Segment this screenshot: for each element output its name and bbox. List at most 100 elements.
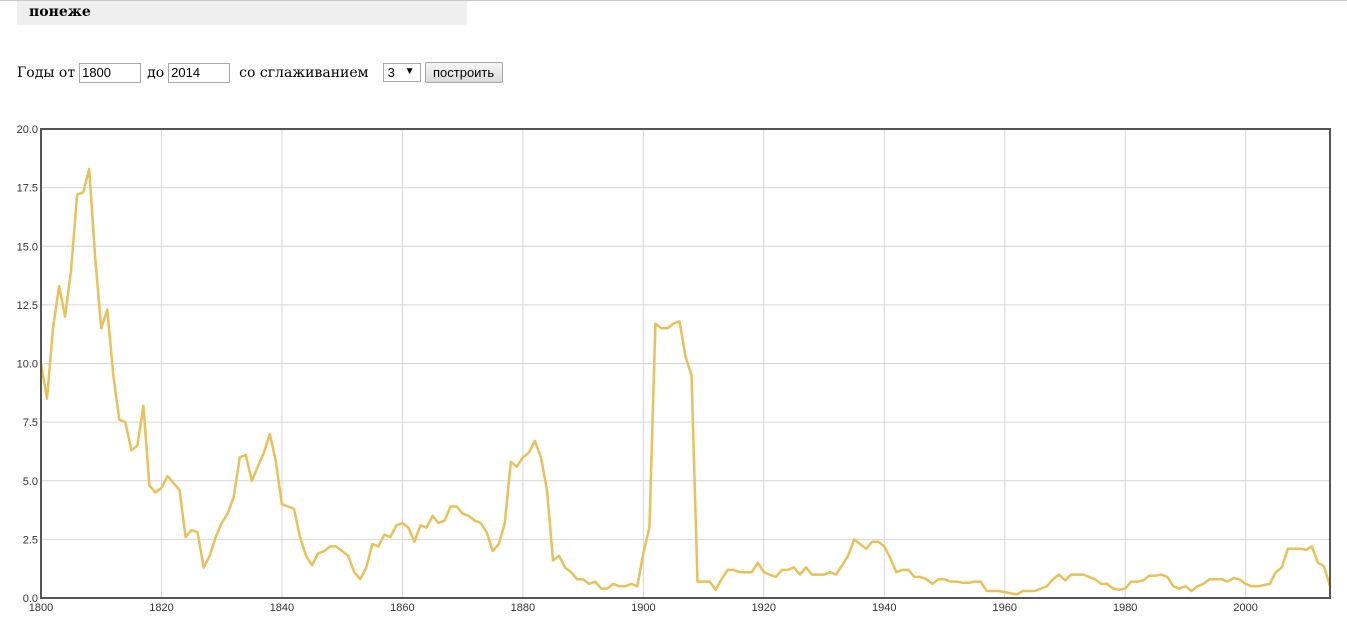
- data-point: [1136, 580, 1138, 582]
- data-point: [901, 569, 903, 571]
- data-point: [1305, 549, 1307, 551]
- data-point: [461, 512, 463, 514]
- data-point: [781, 569, 783, 571]
- data-point: [449, 505, 451, 507]
- y-tick-label: 10.0: [17, 359, 38, 371]
- data-point: [757, 562, 759, 564]
- data-point: [1166, 576, 1168, 578]
- smoothing-select[interactable]: 3 ▼: [382, 63, 421, 82]
- data-point: [889, 557, 891, 559]
- data-point: [275, 461, 277, 463]
- data-point: [720, 578, 722, 580]
- data-point: [305, 555, 307, 557]
- data-point: [1172, 585, 1174, 587]
- word-header: понеже: [17, 1, 467, 25]
- data-point: [1287, 548, 1289, 550]
- data-point: [787, 569, 789, 571]
- data-point: [630, 583, 632, 585]
- data-point: [799, 573, 801, 575]
- data-point: [1190, 590, 1192, 592]
- smoothing-value: 3: [387, 65, 395, 80]
- build-button[interactable]: построить: [424, 62, 503, 83]
- data-point: [546, 489, 548, 491]
- data-point: [829, 571, 831, 573]
- data-point: [407, 526, 409, 528]
- data-point: [690, 374, 692, 376]
- data-point: [1263, 584, 1265, 586]
- data-point: [1088, 576, 1090, 578]
- data-point: [672, 322, 674, 324]
- y-tick-label: 5.0: [23, 476, 38, 488]
- chart-series: [39, 167, 1332, 596]
- data-point: [1311, 545, 1313, 547]
- data-point: [1214, 578, 1216, 580]
- data-point: [751, 571, 753, 573]
- data-point: [431, 515, 433, 517]
- data-point: [835, 573, 837, 575]
- data-point: [696, 580, 698, 582]
- data-point: [1070, 573, 1072, 575]
- data-point: [281, 503, 283, 505]
- data-point: [684, 355, 686, 357]
- data-point: [46, 398, 48, 400]
- data-point: [468, 515, 470, 517]
- data-point: [847, 555, 849, 557]
- data-point: [166, 475, 168, 477]
- data-point: [949, 580, 951, 582]
- year-from-input[interactable]: [79, 62, 142, 83]
- data-point: [492, 550, 494, 552]
- frequency-chart: 1800 1820 1840 1860 1880 1900 1920 1940 1960 1980…: [17, 124, 1332, 614]
- data-point: [708, 580, 710, 582]
- y-tick-label: 0.0: [23, 593, 38, 605]
- data-point: [612, 583, 614, 585]
- data-point: [1100, 583, 1102, 585]
- data-point: [600, 587, 602, 589]
- x-tick-label: 2000: [1233, 602, 1257, 614]
- x-tick-label: 1960: [992, 602, 1016, 614]
- y-tick-label: 17.5: [17, 183, 38, 195]
- data-point: [94, 257, 96, 259]
- data-point: [678, 320, 680, 322]
- data-point: [365, 566, 367, 568]
- data-point: [1046, 585, 1048, 587]
- data-point: [558, 555, 560, 557]
- data-point: [341, 550, 343, 552]
- data-point: [1058, 573, 1060, 575]
- data-point: [1040, 587, 1042, 589]
- data-point: [1220, 578, 1222, 580]
- data-point: [805, 566, 807, 568]
- data-point: [215, 536, 217, 538]
- data-point: [1130, 580, 1132, 582]
- x-tick-label: 1840: [270, 602, 294, 614]
- data-point: [371, 543, 373, 545]
- data-point: [528, 451, 530, 453]
- data-point: [1160, 573, 1162, 575]
- data-point: [160, 487, 162, 489]
- data-point: [606, 587, 608, 589]
- data-point: [233, 496, 235, 498]
- data-point: [1184, 585, 1186, 587]
- data-point: [1076, 573, 1078, 575]
- data-point: [335, 545, 337, 547]
- data-point: [269, 433, 271, 435]
- year-to-input[interactable]: [168, 62, 231, 83]
- data-point: [576, 578, 578, 580]
- data-point: [648, 526, 650, 528]
- data-point: [841, 564, 843, 566]
- data-point: [263, 451, 265, 453]
- data-point: [329, 545, 331, 547]
- data-point: [702, 580, 704, 582]
- data-point: [823, 573, 825, 575]
- data-point: [564, 566, 566, 568]
- data-point: [817, 573, 819, 575]
- x-tick-label: 1920: [752, 602, 776, 614]
- chart-axes: 1800 1820 1840 1860 1880 1900 1920 1940 1960 1980…: [17, 124, 1258, 614]
- data-point: [1022, 590, 1024, 592]
- data-point: [58, 285, 60, 287]
- data-point: [1028, 590, 1030, 592]
- data-point: [1238, 578, 1240, 580]
- data-point: [184, 536, 186, 538]
- data-point: [383, 534, 385, 536]
- data-point: [118, 419, 120, 421]
- data-point: [1106, 583, 1108, 585]
